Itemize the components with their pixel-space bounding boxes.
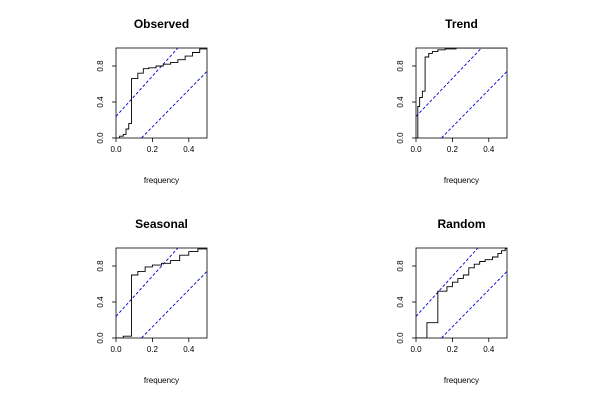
- lower-confidence-line: [141, 71, 207, 138]
- x-tick-label: 0.0: [410, 145, 422, 154]
- x-tick-label: 0.0: [110, 345, 122, 354]
- y-tick-label: 0.0: [96, 332, 105, 344]
- y-tick-label: 0.8: [96, 60, 105, 72]
- panel-title: Random: [438, 217, 486, 231]
- y-tick-label: 0.4: [96, 96, 105, 108]
- panel-title: Observed: [134, 17, 189, 31]
- panel-title: Trend: [445, 17, 478, 31]
- y-tick-label: 0.4: [96, 296, 105, 308]
- plot-frame: [415, 247, 508, 339]
- panel-trend: Trend 0.0 0.2 0.4 0.0 0.4 0.8 frequency: [396, 17, 508, 185]
- panel-observed: Observed 0.0 0.2 0.4 0.0 0.4 0.8 frequency: [96, 17, 208, 185]
- cumulative-periodogram-line: [116, 248, 207, 338]
- x-tick-label: 0.0: [110, 145, 122, 154]
- upper-confidence-line: [416, 248, 479, 317]
- panel-title: Seasonal: [135, 217, 188, 231]
- x-axis-label: frequency: [444, 376, 479, 385]
- y-tick-label: 0.4: [396, 296, 405, 308]
- plot-frame: [115, 247, 208, 339]
- panel-random: Random 0.0 0.2 0.4 0.0 0.4 0.8 frequency: [396, 217, 508, 385]
- y-tick-label: 0.0: [396, 332, 405, 344]
- cumulative-periodogram-line: [116, 48, 207, 138]
- y-tick-label: 0.0: [396, 132, 405, 144]
- x-tick-label: 0.2: [147, 345, 159, 354]
- y-tick-label: 0.0: [96, 132, 105, 144]
- x-tick-label: 0.2: [147, 145, 159, 154]
- lower-confidence-line: [441, 71, 507, 138]
- y-tick-label: 0.4: [396, 96, 405, 108]
- x-axis-label: frequency: [444, 176, 479, 185]
- lower-confidence-line: [141, 271, 207, 338]
- upper-confidence-line: [416, 48, 482, 117]
- panel-seasonal: Seasonal 0.0 0.2 0.4 0.0 0.4 0.8 frequency: [96, 217, 208, 385]
- x-tick-label: 0.2: [447, 145, 459, 154]
- upper-confidence-line: [116, 48, 179, 117]
- y-tick-label: 0.8: [396, 260, 405, 272]
- y-tick-label: 0.8: [96, 260, 105, 272]
- x-tick-label: 0.4: [483, 145, 495, 154]
- x-axis-label: frequency: [144, 176, 179, 185]
- lower-confidence-line: [441, 271, 507, 338]
- x-tick-label: 0.4: [483, 345, 495, 354]
- x-tick-label: 0.4: [183, 145, 195, 154]
- upper-confidence-line: [116, 248, 179, 317]
- cumulative-periodogram-line: [416, 248, 507, 338]
- plot-frame: [115, 47, 208, 139]
- plot-frame: [415, 47, 508, 139]
- x-tick-label: 0.4: [183, 345, 195, 354]
- x-tick-label: 0.2: [447, 345, 459, 354]
- cumulative-periodogram-line: [416, 48, 507, 138]
- x-tick-label: 0.0: [410, 345, 422, 354]
- y-tick-label: 0.8: [396, 60, 405, 72]
- x-axis-label: frequency: [144, 376, 179, 385]
